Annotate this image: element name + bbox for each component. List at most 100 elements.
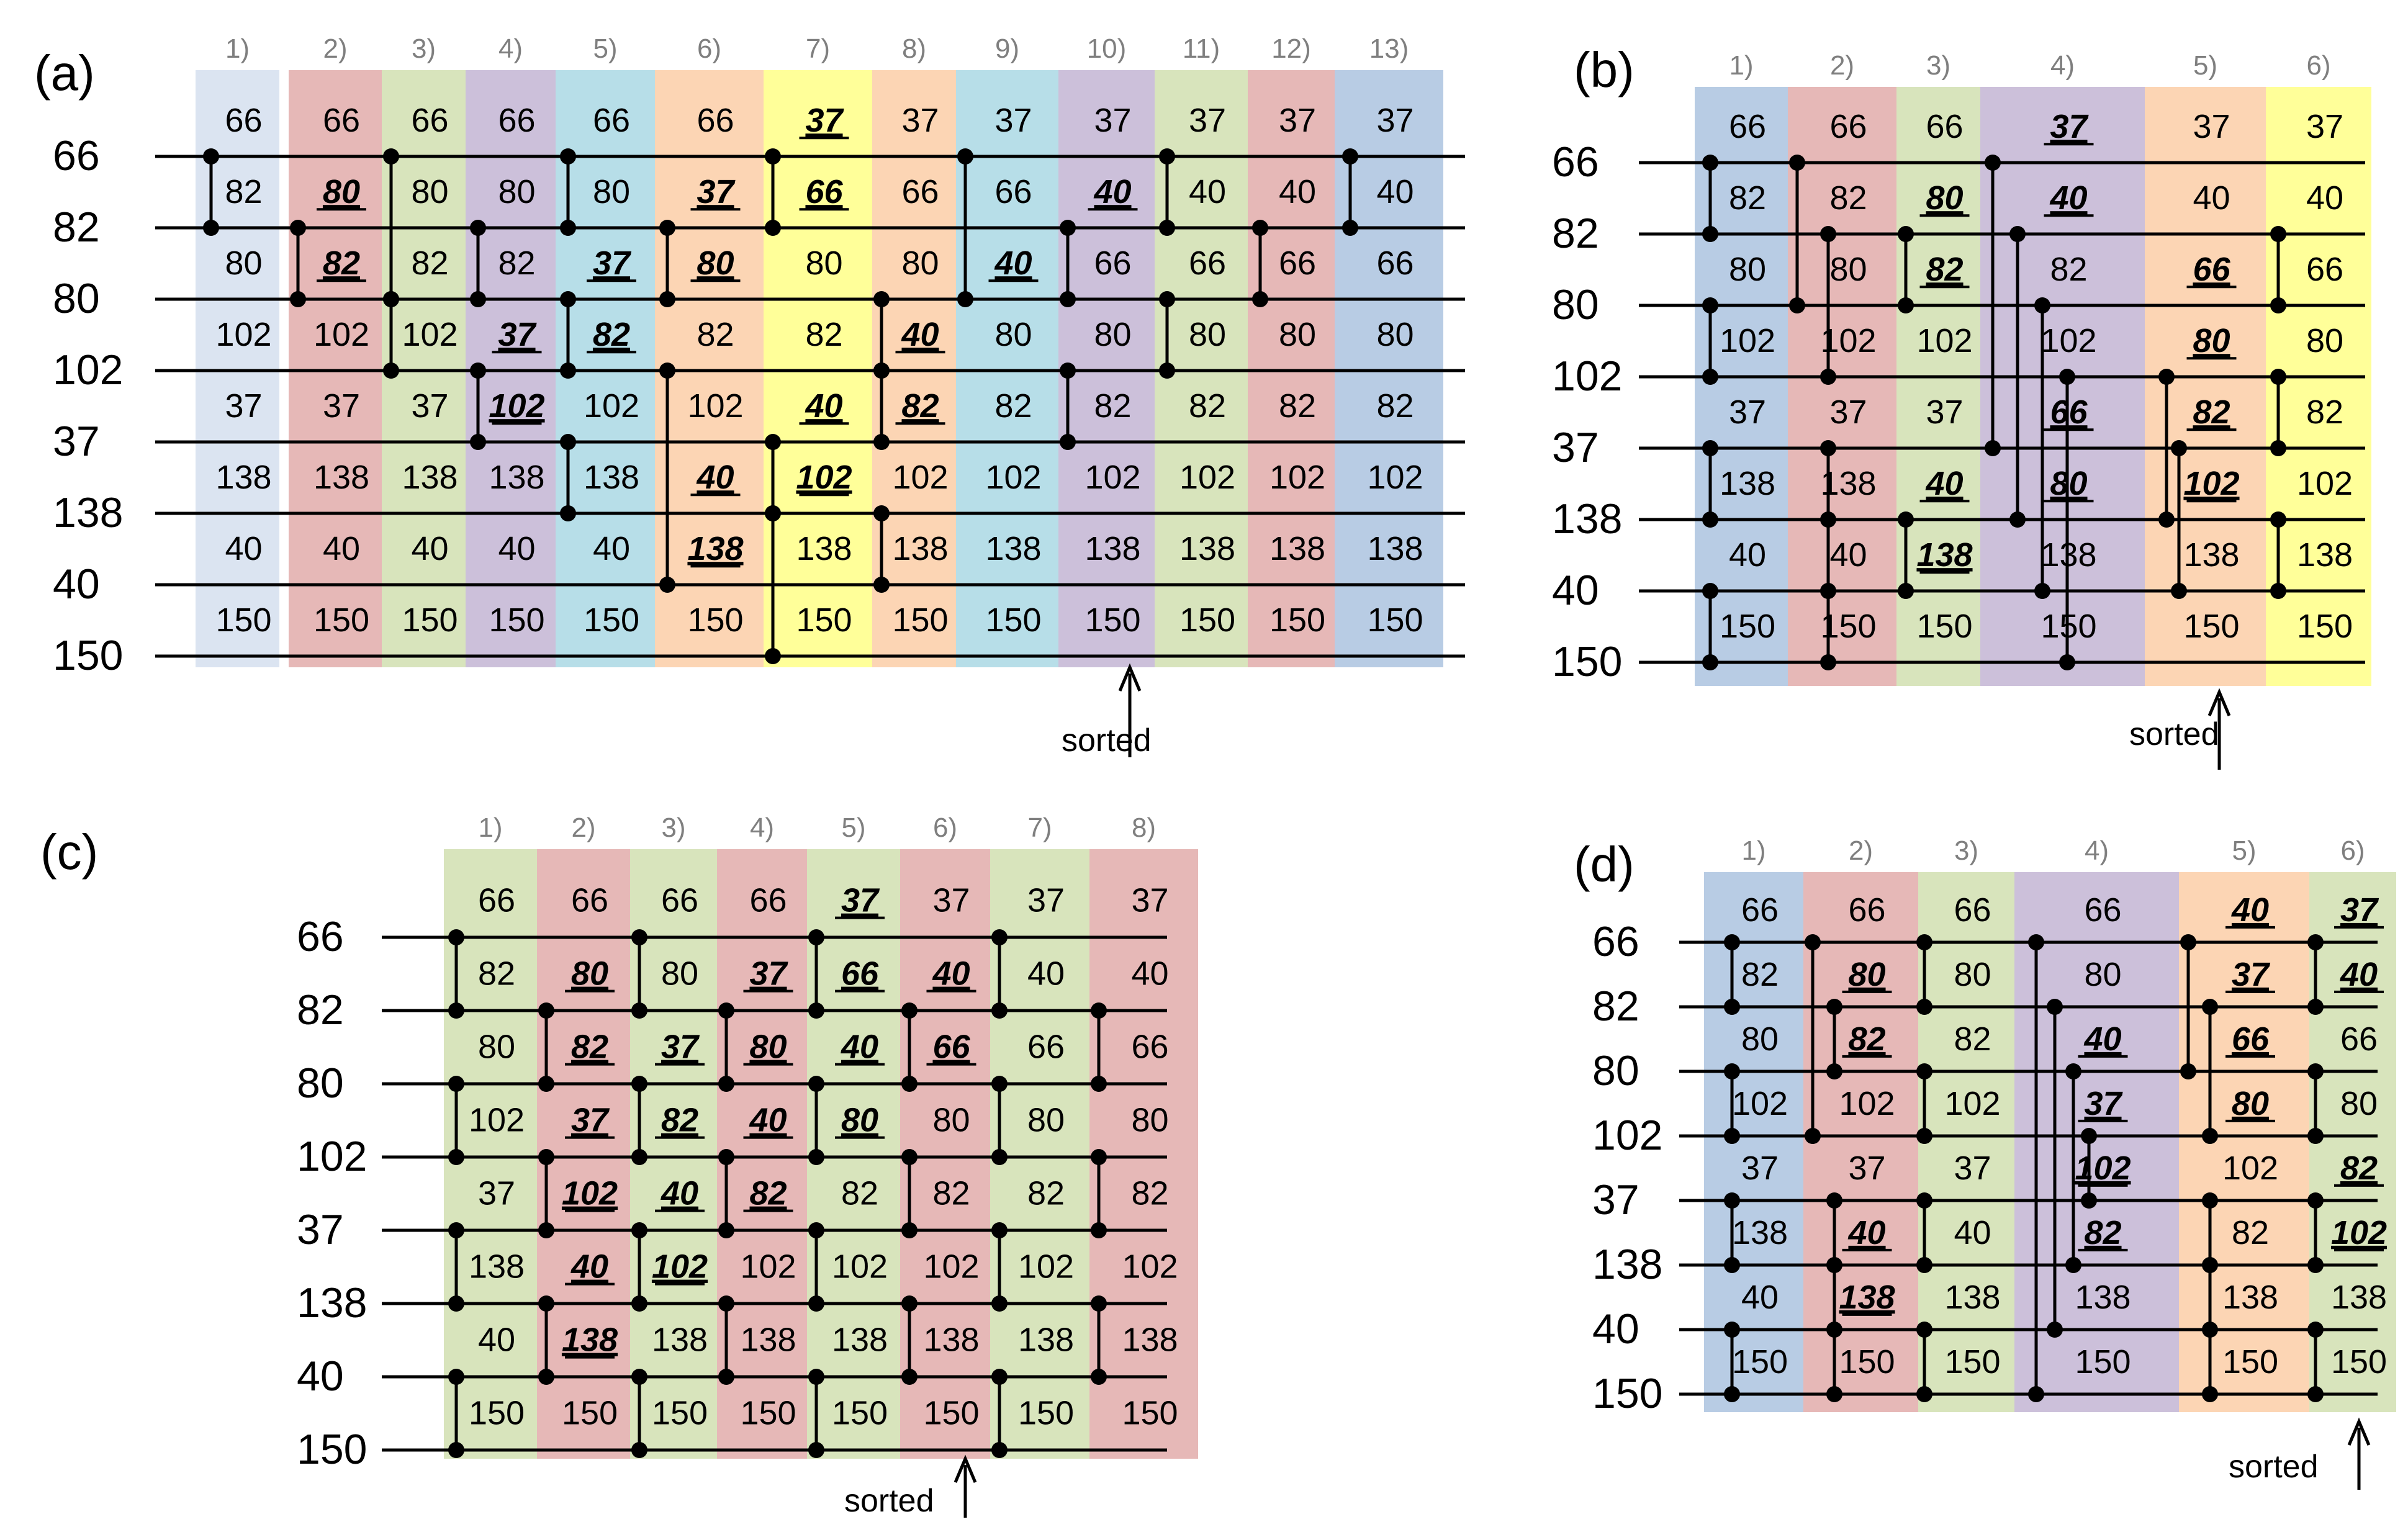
panel-a-cell-value: 102 xyxy=(1367,459,1423,496)
panel-b-cell-value: 102 xyxy=(1916,322,1972,359)
panel-d-comparator-dot xyxy=(1724,999,1740,1015)
panel-b-comparator-dot xyxy=(2158,511,2175,528)
panel-b-input-value: 37 xyxy=(1552,424,1599,471)
panel-a-comparator-dot xyxy=(659,291,675,307)
panel-c-changed-value: 40 xyxy=(570,1248,608,1286)
panel-d-comparator-dot xyxy=(2307,934,2324,950)
panel-c-step-number: 8) xyxy=(1132,813,1156,843)
panel-d-cell-value: 82 xyxy=(1954,1020,1991,1058)
panel-b-cell-value: 138 xyxy=(1720,465,1775,502)
panel-d-step-1-column xyxy=(1704,872,1803,1412)
panel-c-input-value: 138 xyxy=(297,1279,367,1327)
panel-b-cell-value: 40 xyxy=(1829,536,1867,574)
panel-c-comparator-dot xyxy=(808,1369,824,1385)
panel-c-comparator-dot xyxy=(808,1442,824,1458)
panel-a-step-number: 4) xyxy=(498,34,523,64)
panel-b-cell-value: 150 xyxy=(2297,608,2353,645)
panel-b-comparator-dot xyxy=(1985,440,2001,456)
panel-d-changed-value: 66 xyxy=(2232,1020,2270,1058)
panel-c-cell-value: 37 xyxy=(478,1175,515,1212)
panel-a-cell-value: 102 xyxy=(1269,459,1325,496)
panel-b-comparator-dot xyxy=(1789,155,1805,171)
panel-d-comparator-dot xyxy=(1724,1257,1740,1273)
panel-d-comparator-dot xyxy=(1826,1192,1842,1209)
panel-a-cell-value: 66 xyxy=(1279,245,1316,282)
panel-c-changed-value: 40 xyxy=(661,1175,698,1212)
panel-a-input-value: 102 xyxy=(53,346,123,394)
panel-c-comparator-dot xyxy=(901,1149,918,1165)
panel-d-input-value: 82 xyxy=(1592,983,1639,1030)
panel-d-changed-value: 82 xyxy=(2340,1150,2378,1187)
panel-d-cell-value: 102 xyxy=(1732,1085,1788,1122)
panel-c-cell-value: 150 xyxy=(1122,1395,1178,1432)
panel-d-input-value: 150 xyxy=(1592,1370,1662,1417)
panel-d-comparator-dot xyxy=(2307,1063,2324,1079)
panel-d-comparator-dot xyxy=(1826,1257,1842,1273)
panel-c-step-number: 3) xyxy=(661,813,685,843)
panel-b-cell-value: 37 xyxy=(2193,108,2230,145)
panel-b-cell-value: 150 xyxy=(2183,608,2239,645)
panel-d-input-value: 66 xyxy=(1592,918,1639,965)
panel-c-comparator-dot xyxy=(901,1076,918,1092)
panel-a-cell-value: 82 xyxy=(1094,387,1131,425)
panel-a-changed-value: 82 xyxy=(593,316,630,353)
panel-a-changed-value: 80 xyxy=(323,173,360,210)
panel-a-cell-value: 150 xyxy=(1367,601,1423,639)
panel-c-changed-value: 37 xyxy=(749,955,788,993)
panel-a-cell-value: 150 xyxy=(687,601,743,639)
panel-d-comparator-dot xyxy=(1805,1128,1821,1144)
panel-c-comparator-dot xyxy=(538,1222,554,1238)
panel-d-comparator-dot xyxy=(1916,1257,1932,1273)
panel-b-changed-value: 37 xyxy=(2050,108,2089,145)
panel-a-comparator-dot xyxy=(873,577,890,593)
panel-a-cell-value: 40 xyxy=(225,530,262,567)
panel-b-cell-value: 66 xyxy=(2306,251,2343,288)
panel-a-cell-value: 82 xyxy=(805,316,842,353)
panel-c-cell-value: 102 xyxy=(740,1248,796,1286)
panel-c-cell-value: 37 xyxy=(932,882,970,919)
panel-c-changed-value: 37 xyxy=(841,882,880,919)
panel-c-comparator-dot xyxy=(631,1002,647,1019)
panel-b-changed-value: 102 xyxy=(2183,465,2239,502)
panel-a-changed-value: 37 xyxy=(498,316,537,353)
panel-a-comparator-dot xyxy=(470,220,486,236)
panel-d-changed-value: 40 xyxy=(2083,1020,2121,1058)
panel-d-comparator-dot xyxy=(1724,1192,1740,1209)
panel-a-step-number: 8) xyxy=(902,34,926,64)
panel-a-comparator-dot xyxy=(765,148,781,164)
panel-d-comparator-dot xyxy=(2202,1386,2218,1402)
panel-c-comparator-dot xyxy=(991,1149,1008,1165)
panel-b-step-number: 1) xyxy=(1729,50,1753,81)
panel-a-cell-value: 80 xyxy=(901,245,939,282)
panel-a-comparator-dot xyxy=(873,505,890,521)
panel-a-step-13-column xyxy=(1335,70,1443,667)
panel-b-comparator-dot xyxy=(2009,511,2026,528)
panel-b-cell-value: 82 xyxy=(1829,179,1867,217)
panel-d-changed-value: 37 xyxy=(2340,891,2379,929)
panel-c-cell-value: 66 xyxy=(1027,1029,1065,1066)
panel-b-step-5-column xyxy=(2145,87,2266,686)
panel-d-cell-value: 102 xyxy=(1839,1085,1895,1122)
panel-a-cell-value: 102 xyxy=(1085,459,1140,496)
panel-c-comparator-dot xyxy=(991,929,1008,945)
panel-b-cell-value: 37 xyxy=(1926,394,1963,431)
panel-a-step-number: 7) xyxy=(806,34,830,64)
panel-b-input-value: 82 xyxy=(1552,210,1599,257)
panel-b-input-value: 150 xyxy=(1552,638,1622,685)
panel-c-comparator-dot xyxy=(538,1295,554,1312)
panel-a-comparator-dot xyxy=(560,148,576,164)
panel-c-comparator-dot xyxy=(448,1002,464,1019)
panel-a-cell-value: 102 xyxy=(687,387,743,425)
panel-d-step-4-column xyxy=(2014,872,2179,1412)
panel-d-cell-value: 66 xyxy=(1848,891,1885,929)
panel-b-cell-value: 82 xyxy=(2050,251,2087,288)
panel-c-changed-value: 40 xyxy=(749,1102,787,1139)
panel-c-cell-value: 66 xyxy=(571,882,608,919)
panel-d-step-5-column xyxy=(2179,872,2309,1412)
panel-b-comparator-dot xyxy=(1985,155,2001,171)
panel-d-comparator-dot xyxy=(1826,1386,1842,1402)
panel-a-cell-value: 66 xyxy=(1094,245,1131,282)
panel-a-cell-value: 80 xyxy=(1094,316,1131,353)
panel-c-cell-value: 102 xyxy=(1122,1248,1178,1286)
panel-d-cell-value: 40 xyxy=(1741,1279,1779,1316)
